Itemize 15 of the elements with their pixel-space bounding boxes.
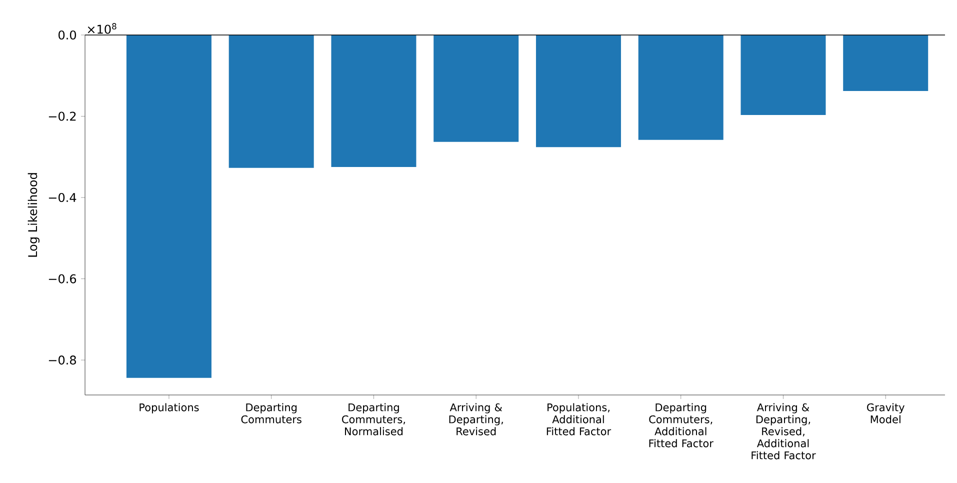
x-tick-label: Gravity Model bbox=[867, 403, 904, 424]
x-tick-label: Populations, Additional Fitted Factor bbox=[546, 403, 612, 436]
y-tick-label: −0.8 bbox=[48, 356, 76, 365]
x-tick-label: Arriving & Departing, Revised, Additional Fitted Factor bbox=[752, 403, 816, 460]
x-tick-label: Departing Commuters, Normalised bbox=[342, 403, 405, 436]
y-tick-label: 0.0 bbox=[58, 30, 76, 40]
y-tick-label: −0.2 bbox=[48, 112, 76, 121]
x-tick-label: Populations bbox=[140, 403, 199, 414]
y-axis-title: Log Likelihood bbox=[28, 173, 40, 257]
x-tick-label: Departing Commuters, Additional Fitted Factor bbox=[649, 403, 714, 448]
x-tick-label: Departing Commuters bbox=[241, 403, 302, 424]
y-tick-label: −0.6 bbox=[48, 274, 76, 284]
x-tick-label: Arriving & Departing, Revised bbox=[449, 403, 503, 436]
text: ×10$^{8}$ bbox=[88, 23, 116, 34]
y-tick-label: −0.4 bbox=[48, 192, 76, 202]
